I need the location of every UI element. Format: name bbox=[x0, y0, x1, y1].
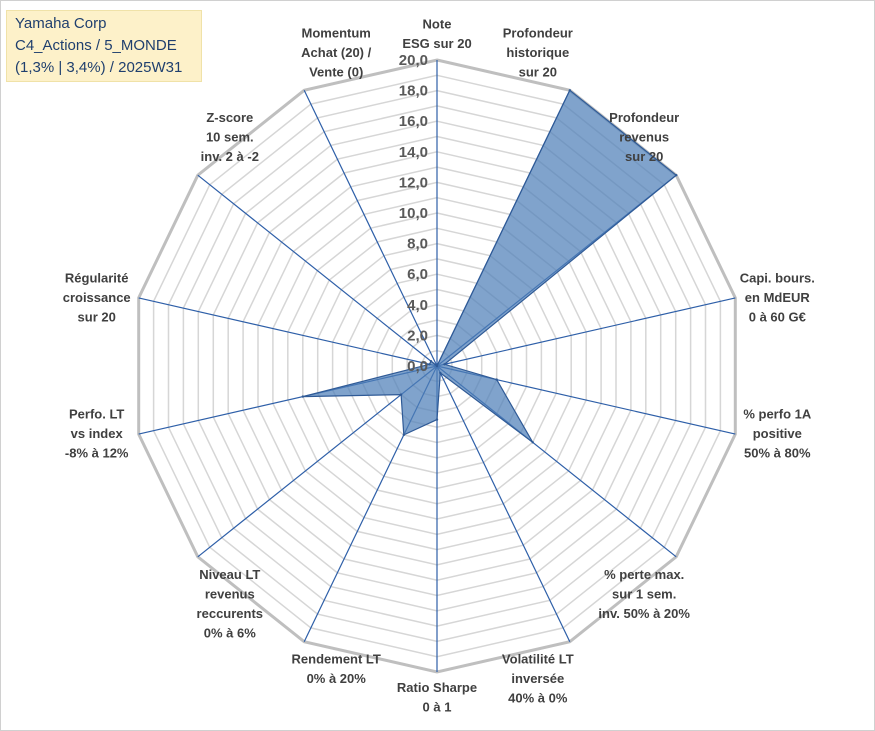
data-point bbox=[443, 363, 446, 366]
radar-tick-labels: 0,0 2,0 4,0 6,0 8,0 10,0 12,0 14,0 16,0 18,0 20,0 bbox=[399, 52, 428, 375]
title-line-category: C4_Actions / 5_MONDE bbox=[15, 37, 177, 54]
axis-label-line: historique bbox=[506, 45, 569, 60]
axis-label-line: % perte max. bbox=[604, 567, 684, 582]
axis-label: Profondeur revenus sur 20 bbox=[609, 110, 679, 164]
radar-series bbox=[301, 89, 678, 444]
axis-label-line: Perfo. LT bbox=[69, 407, 124, 422]
axis-spoke bbox=[197, 365, 438, 558]
data-point bbox=[495, 378, 498, 381]
radar-axis-labels: Note ESG sur 20 Profondeur historique sur 20… bbox=[63, 17, 815, 715]
axis-label: Niveau LT revenus reccurents 0% à 6% bbox=[197, 567, 263, 641]
data-point bbox=[439, 371, 442, 375]
axis-label: Volatilité LT inversée 40% à 0% bbox=[502, 652, 574, 706]
axis-label: Note ESG sur 20 bbox=[402, 17, 471, 52]
tick-label: 8,0 bbox=[407, 236, 428, 253]
axis-spoke bbox=[197, 174, 438, 367]
axis-label: Capi. bours. en MdEUR 0 à 60 G€ bbox=[740, 270, 815, 324]
axis-label-line: Z-score bbox=[206, 110, 253, 125]
axis-label-line: sur 20 bbox=[519, 64, 557, 79]
axis-label: % perfo 1A positive 50% à 80% bbox=[743, 407, 812, 461]
axis-label-line: Rendement LT bbox=[292, 652, 381, 667]
axis-label-line: Régularité bbox=[65, 270, 129, 285]
axis-spoke bbox=[436, 297, 736, 367]
axis-label-line: 0 à 60 G€ bbox=[749, 309, 806, 324]
axis-spoke bbox=[303, 90, 438, 367]
axis-label-line: Volatilité LT bbox=[502, 652, 574, 667]
axis-label-line: Note bbox=[423, 17, 452, 32]
axis-label-line: inv. 50% à 20% bbox=[598, 606, 690, 621]
data-point bbox=[531, 441, 534, 444]
axis-spoke bbox=[138, 297, 438, 367]
axis-label-line: -8% à 12% bbox=[65, 446, 129, 461]
axis-label: Profondeur historique sur 20 bbox=[503, 25, 573, 79]
series-area bbox=[302, 89, 678, 443]
chart-title-box: Yamaha Corp C4_Actions / 5_MONDE (1,3% |… bbox=[6, 10, 202, 82]
axis-label-line: Momentum bbox=[302, 25, 371, 40]
data-point bbox=[428, 363, 431, 366]
tick-label: 0,0 bbox=[407, 358, 428, 375]
axis-label-line: croissance bbox=[63, 290, 131, 305]
axis-label-line: Capi. bours. bbox=[740, 270, 815, 285]
axis-label-line: positive bbox=[753, 426, 802, 441]
axis-label-line: 50% à 80% bbox=[744, 446, 811, 461]
axis-label-line: % perfo 1A bbox=[743, 407, 812, 422]
data-point bbox=[399, 393, 403, 396]
axis-label: Z-score 10 sem. inv. 2 à -2 bbox=[201, 110, 259, 164]
axis-label-line: Profondeur bbox=[503, 25, 573, 40]
tick-label: 6,0 bbox=[407, 266, 428, 283]
data-point bbox=[675, 174, 678, 177]
axis-label-line: ESG sur 20 bbox=[402, 36, 471, 51]
data-point bbox=[435, 418, 439, 421]
tick-label: 2,0 bbox=[407, 327, 428, 344]
axis-label-line: Ratio Sharpe bbox=[397, 680, 477, 695]
axis-label-line: en MdEUR bbox=[745, 290, 811, 305]
axis-label-line: sur 20 bbox=[625, 149, 663, 164]
axis-spoke bbox=[436, 365, 571, 642]
axis-label-line: 0 à 1 bbox=[423, 700, 452, 715]
axis-label-line: 0% à 6% bbox=[204, 625, 256, 640]
axis-label: Ratio Sharpe 0 à 1 bbox=[397, 680, 477, 715]
axis-label: Momentum Achat (20) / Vente (0) bbox=[301, 25, 371, 79]
axis-label-line: revenus bbox=[205, 586, 255, 601]
axis-label-line: revenus bbox=[619, 130, 669, 145]
axis-label-line: inv. 2 à -2 bbox=[201, 149, 259, 164]
tick-label: 14,0 bbox=[399, 144, 428, 161]
tick-label: 12,0 bbox=[399, 174, 428, 191]
axis-label-line: inversée bbox=[511, 671, 564, 686]
title-line-period: (1,3% | 3,4%) / 2025W31 bbox=[15, 59, 183, 76]
axis-label-line: vs index bbox=[71, 426, 124, 441]
data-point bbox=[301, 395, 304, 398]
data-point bbox=[568, 89, 571, 92]
data-point bbox=[429, 360, 433, 363]
axis-label-line: Profondeur bbox=[609, 110, 679, 125]
axis-label-line: Vente (0) bbox=[309, 64, 363, 79]
axis-label: % perte max. sur 1 sem. inv. 50% à 20% bbox=[598, 567, 690, 621]
tick-label: 18,0 bbox=[399, 83, 428, 100]
tick-label: 10,0 bbox=[399, 205, 428, 222]
axis-label-line: Niveau LT bbox=[199, 567, 260, 582]
tick-label: 4,0 bbox=[407, 297, 428, 314]
axis-label-line: 0% à 20% bbox=[307, 671, 367, 686]
axis-label: Perfo. LT vs index -8% à 12% bbox=[65, 407, 129, 461]
tick-label: 20,0 bbox=[399, 52, 428, 69]
axis-label-line: sur 20 bbox=[78, 309, 116, 324]
axis-label: Régularité croissance sur 20 bbox=[63, 270, 131, 324]
tick-label: 16,0 bbox=[399, 113, 428, 130]
data-point bbox=[435, 364, 439, 368]
title-line-company: Yamaha Corp bbox=[15, 15, 107, 32]
axis-label-line: 10 sem. bbox=[206, 130, 254, 145]
data-point bbox=[402, 433, 405, 437]
axis-label-line: reccurents bbox=[197, 606, 263, 621]
axis-label: Rendement LT 0% à 20% bbox=[292, 652, 381, 687]
axis-label-line: sur 1 sem. bbox=[612, 586, 676, 601]
axis-label-line: Achat (20) / bbox=[301, 45, 371, 60]
axis-label-line: 40% à 0% bbox=[508, 691, 568, 706]
